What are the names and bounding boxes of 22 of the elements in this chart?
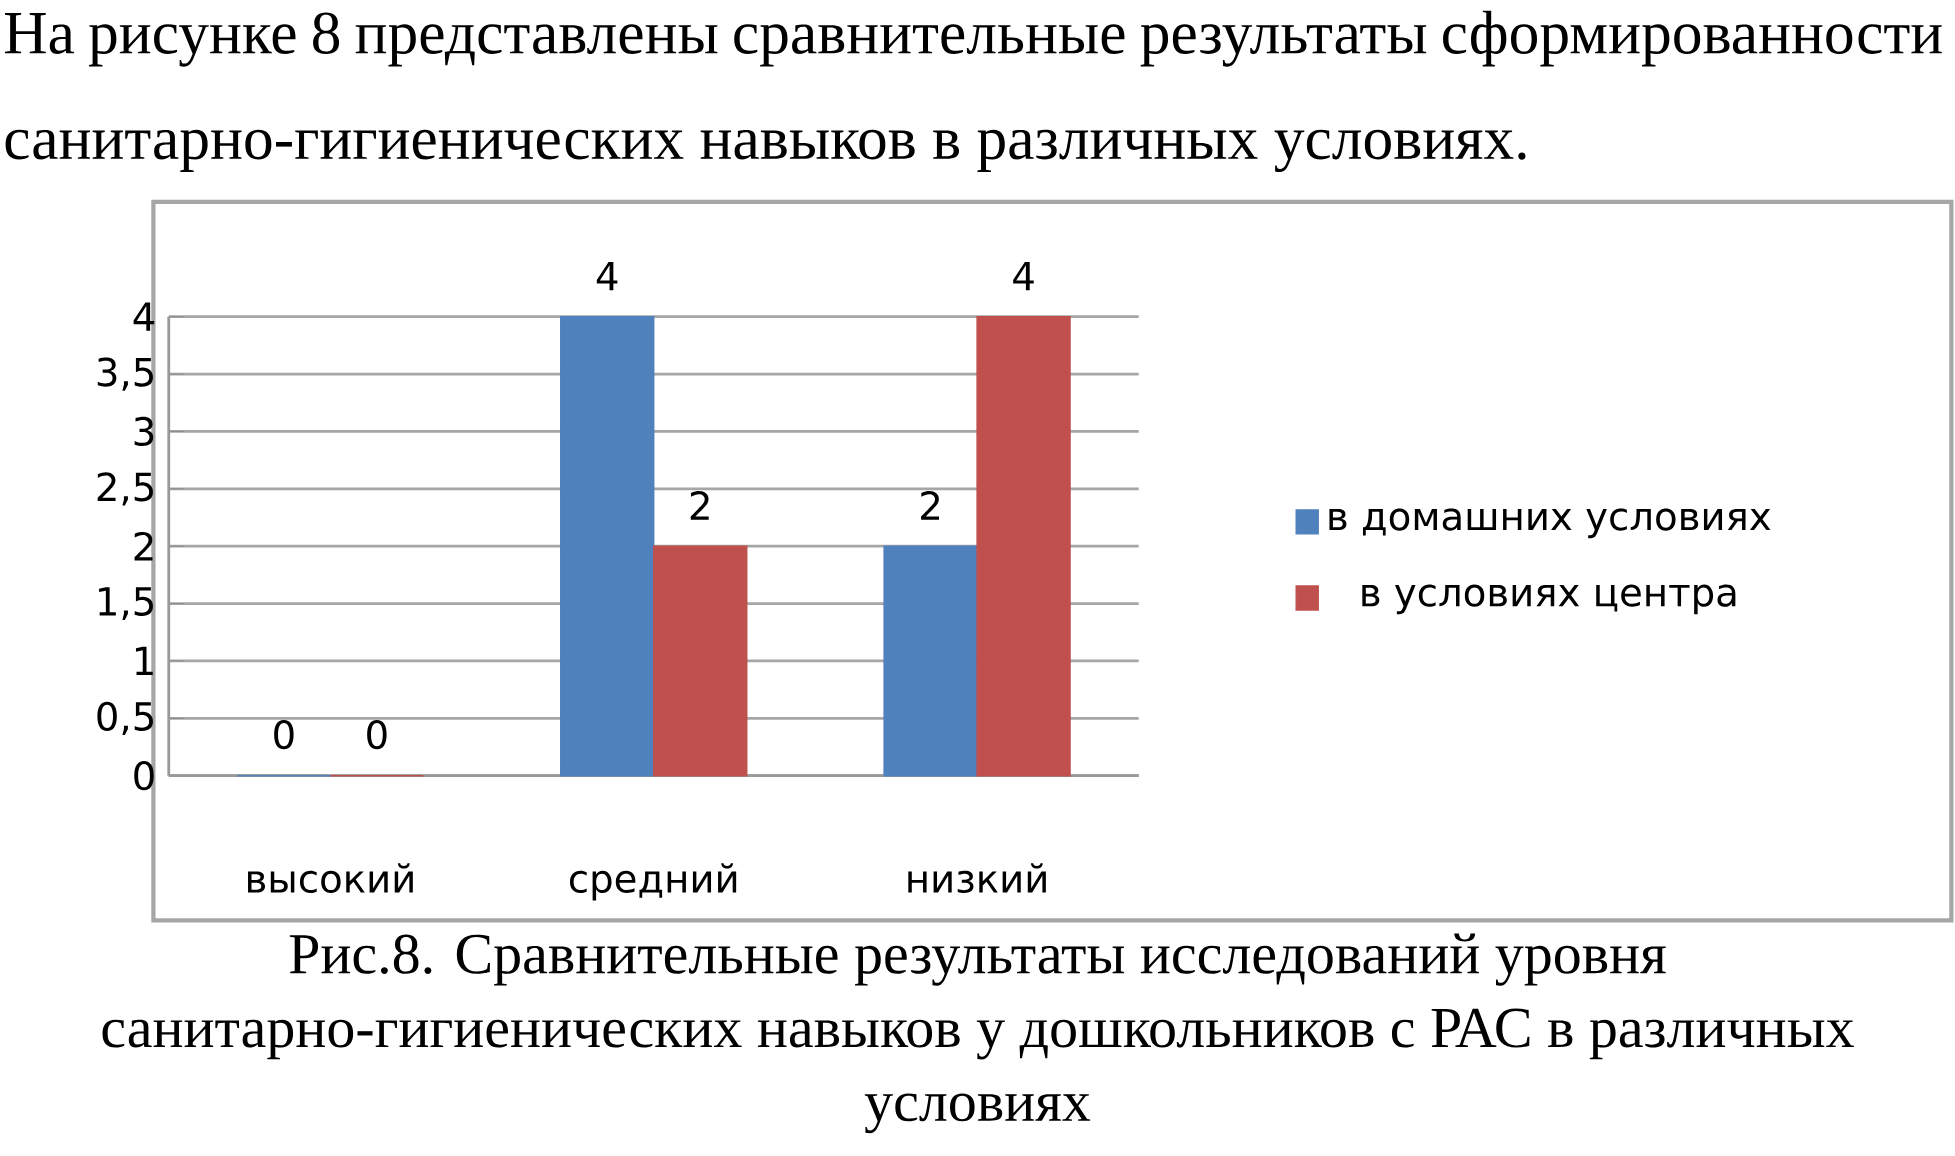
data-label: 2 [690,491,709,520]
legend-label: в условиях центра [1362,584,1736,615]
y-tick-label: 3 [134,416,154,447]
chart-subtitle: На рисунке 8 представлены сравнительные результаты сформированности санитарно-гигиенических навыков в различных условиях. [4,10,1942,173]
legend-label: в домашних условиях [1329,508,1771,539]
data-label: 4 [596,262,618,291]
y-tick-label: 1,5 [99,587,153,620]
y-tick-label: 3,5 [97,357,153,391]
x-tick-label: средний [569,863,737,901]
y-tick-label: 2,5 [97,472,153,506]
y-tick-label: 4 [133,302,155,331]
y-tick-label: 2 [134,531,153,561]
x-tick-label: высокий [248,863,413,894]
data-label: 4 [1013,262,1034,291]
data-label: 2 [921,491,940,520]
data-label: 0 [367,720,387,750]
data-label: 0 [274,720,294,750]
x-tick-label: низкий [908,863,1046,894]
y-tick-label: 0 [134,761,154,791]
y-tick-label: 1 [135,646,153,676]
text: Рис.8. Сравнительные результаты исследований уровня санитарно-гигиенических навыков у дошкольников с РАС в различных условиях [102,933,1854,1134]
y-tick-label: 0,5 [97,701,153,735]
